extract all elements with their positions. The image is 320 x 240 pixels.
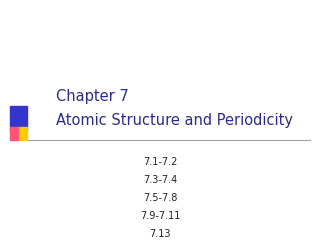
Text: 7.3-7.4: 7.3-7.4 (143, 175, 177, 185)
Text: Chapter 7: Chapter 7 (56, 90, 129, 104)
Text: 7.13: 7.13 (149, 229, 171, 239)
Text: Atomic Structure and Periodicity: Atomic Structure and Periodicity (56, 113, 293, 128)
Text: 7.5-7.8: 7.5-7.8 (143, 193, 177, 203)
Text: 7.1-7.2: 7.1-7.2 (143, 157, 177, 167)
Bar (18, 127, 27, 140)
Bar (10, 106, 27, 131)
Text: 7.9-7.11: 7.9-7.11 (140, 211, 180, 221)
Bar (10, 127, 18, 140)
